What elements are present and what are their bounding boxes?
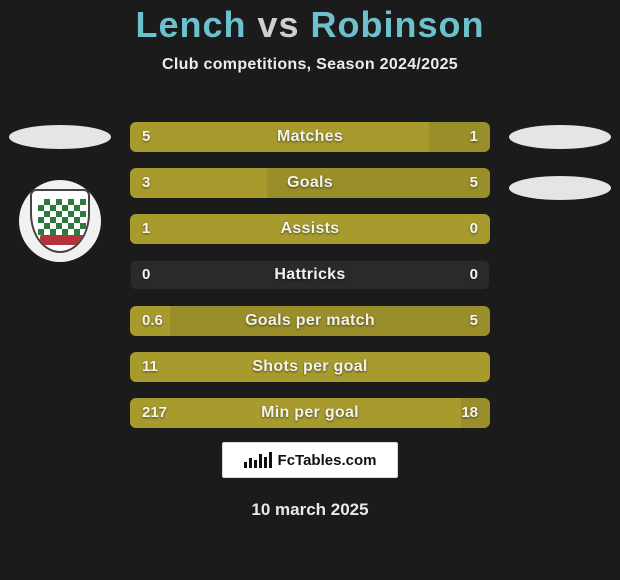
stat-label: Goals — [130, 168, 490, 198]
stat-label: Assists — [130, 214, 490, 244]
stat-label: Min per goal — [130, 398, 490, 428]
stat-row: 00Hattricks — [130, 260, 490, 290]
subtitle: Club competitions, Season 2024/2025 — [0, 56, 620, 74]
fctables-badge[interactable]: FcTables.com — [222, 442, 398, 478]
title-area: Lench vs Robinson Club competitions, Sea… — [0, 0, 620, 74]
stat-label: Matches — [130, 122, 490, 152]
vs-text: vs — [257, 4, 299, 45]
fctables-label: FcTables.com — [278, 452, 377, 469]
date-line: 10 march 2025 — [0, 500, 620, 520]
stat-row: 10Assists — [130, 214, 490, 244]
stat-row: 0.65Goals per match — [130, 306, 490, 336]
club-crest — [19, 180, 101, 262]
stat-label: Hattricks — [130, 260, 490, 290]
stat-label: Goals per match — [130, 306, 490, 336]
bars-icon — [244, 452, 272, 468]
stat-label: Shots per goal — [130, 352, 490, 382]
player2-badge-placeholder-top — [509, 125, 611, 149]
stat-row: 35Goals — [130, 168, 490, 198]
stats-panel: 51Matches 35Goals 10Assists 00Hattricks 0.65… — [130, 122, 490, 444]
shield-icon — [30, 189, 90, 253]
player2-badge-placeholder-bottom — [509, 176, 611, 200]
player1-badge-placeholder — [9, 125, 111, 149]
player2-name: Robinson — [311, 4, 485, 45]
stat-row: 11Shots per goal — [130, 352, 490, 382]
page-title: Lench vs Robinson — [0, 4, 620, 46]
stat-row: 51Matches — [130, 122, 490, 152]
stat-row: 21718Min per goal — [130, 398, 490, 428]
player1-name: Lench — [135, 4, 246, 45]
